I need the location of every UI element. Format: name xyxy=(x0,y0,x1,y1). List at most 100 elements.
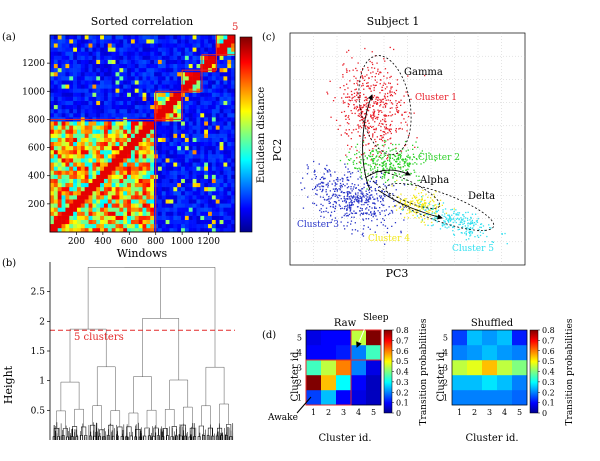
heatmap-cell xyxy=(161,47,166,52)
heatmap-cell xyxy=(173,190,178,196)
heatmap-cell xyxy=(61,137,66,142)
colorbar-tick-label: 0.3 xyxy=(396,378,409,387)
scatter-point xyxy=(340,191,342,193)
scatter-point xyxy=(362,82,364,85)
y-tick-label: 1 xyxy=(39,377,45,387)
heatmap-cell xyxy=(173,215,178,220)
scatter-point xyxy=(315,185,317,188)
heatmap-cell xyxy=(92,207,97,212)
heatmap-cell xyxy=(188,59,193,65)
heatmap-cell xyxy=(84,141,89,147)
heatmap-cell xyxy=(192,108,197,114)
scatter-point xyxy=(362,68,364,70)
scatter-point xyxy=(314,177,317,180)
heatmap-cell xyxy=(115,63,120,69)
scatter-point xyxy=(322,181,324,184)
heatmap-cell xyxy=(96,39,101,44)
scatter-point xyxy=(346,192,349,195)
scatter-point xyxy=(407,94,409,96)
scatter-point xyxy=(383,139,386,142)
scatter-point xyxy=(384,243,386,245)
scatter-point xyxy=(328,202,330,204)
scatter-point xyxy=(382,173,385,175)
scatter-point xyxy=(345,198,347,200)
heatmap-cell xyxy=(227,67,232,73)
scatter-point xyxy=(358,109,360,111)
heatmap-cell xyxy=(119,84,124,89)
heatmap-cell xyxy=(65,223,70,229)
scatter-point xyxy=(363,93,365,96)
scatter-point xyxy=(374,213,376,215)
scatter-point xyxy=(359,207,362,209)
heatmap-cell xyxy=(192,84,197,89)
heatmap-cell xyxy=(69,129,74,134)
matrix-cell xyxy=(366,390,382,406)
scatter-point xyxy=(368,106,370,108)
heatmap-cell xyxy=(65,207,70,212)
scatter-point xyxy=(359,107,361,109)
heatmap-cell xyxy=(192,141,197,147)
heatmap-cell xyxy=(196,199,201,204)
heatmap-cell xyxy=(100,108,105,114)
heatmap-cell xyxy=(100,84,105,89)
heatmap-cell xyxy=(161,92,166,97)
scatter-point xyxy=(407,164,409,167)
heatmap-cell xyxy=(84,158,89,163)
scatter-point xyxy=(403,199,405,201)
heatmap-cell xyxy=(130,92,136,97)
scatter-point xyxy=(369,164,371,166)
heatmap-cell xyxy=(223,92,228,97)
heatmap-cell xyxy=(80,199,85,204)
scatter-point xyxy=(409,210,411,212)
scatter-point xyxy=(420,152,422,154)
heatmap-cell xyxy=(80,104,85,110)
y-tick-label: 800 xyxy=(28,115,45,125)
scatter-point xyxy=(383,204,385,206)
heatmap-cell xyxy=(138,39,143,44)
heatmap-cell xyxy=(142,162,147,167)
heatmap-cell xyxy=(123,88,128,93)
heatmap-cell xyxy=(192,145,197,151)
heatmap-cell xyxy=(146,170,151,175)
heatmap-cell xyxy=(227,199,232,204)
heatmap-cell xyxy=(150,96,155,101)
heatmap-cell xyxy=(138,199,143,204)
scatter-point xyxy=(413,211,415,213)
heatmap-cell xyxy=(103,186,109,192)
scatter-point xyxy=(348,191,350,193)
heatmap-cell xyxy=(169,104,174,110)
scatter-point xyxy=(372,117,375,119)
heatmap-cell xyxy=(161,178,166,184)
heatmap-cell xyxy=(88,80,93,85)
heatmap-cell xyxy=(123,133,128,138)
heatmap-cell xyxy=(88,71,93,77)
heatmap-cell xyxy=(192,39,197,44)
scatter-point xyxy=(368,201,370,203)
heatmap-cell xyxy=(165,195,170,200)
scatter-point xyxy=(359,214,361,216)
heatmap-cell xyxy=(215,92,220,97)
heatmap-cell xyxy=(96,104,101,110)
y-tick-label: 1000 xyxy=(22,87,45,97)
scatter-point xyxy=(438,215,440,217)
scatter-point xyxy=(380,99,382,102)
scatter-point xyxy=(395,204,398,206)
heatmap-cell xyxy=(134,149,139,155)
scatter-point xyxy=(387,132,389,134)
heatmap-cell xyxy=(84,219,89,225)
scatter-point xyxy=(412,144,414,146)
scatter-point xyxy=(361,178,363,180)
scatter-point xyxy=(367,193,369,195)
scatter-point xyxy=(342,64,344,66)
heatmap-cell xyxy=(215,154,220,159)
heatmap-cell xyxy=(103,215,109,220)
scatter-point xyxy=(345,215,348,217)
x-tick-label: 2 xyxy=(472,408,477,417)
heatmap-cell xyxy=(150,211,155,216)
state-box xyxy=(305,359,352,406)
heatmap-cell xyxy=(96,121,101,126)
heatmap-cell xyxy=(53,71,58,77)
scatter-point xyxy=(344,199,346,201)
heatmap-cell xyxy=(223,219,228,225)
scatter-point xyxy=(351,196,353,198)
